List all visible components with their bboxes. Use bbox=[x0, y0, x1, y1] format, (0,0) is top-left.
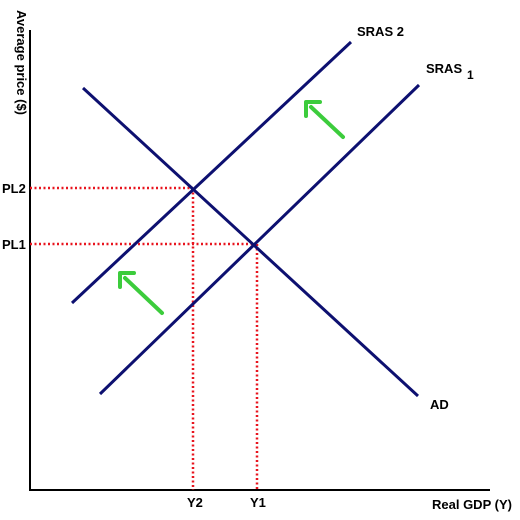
pl1-label: PL1 bbox=[2, 237, 26, 252]
sras2-label: SRAS 2 bbox=[357, 24, 404, 39]
pl2-label: PL2 bbox=[2, 181, 26, 196]
sras1-subscript: 1 bbox=[467, 68, 474, 82]
sras2-curve bbox=[70, 40, 353, 305]
y1-label: Y1 bbox=[250, 495, 266, 510]
ad-label: AD bbox=[430, 397, 449, 412]
ad-curve bbox=[81, 86, 420, 398]
shift-arrow-upper bbox=[304, 100, 345, 139]
y2-label: Y2 bbox=[187, 495, 203, 510]
x-axis-title: Real GDP (Y) bbox=[432, 497, 512, 512]
sras1-label: SRAS bbox=[426, 61, 462, 76]
y-axis-title: Average price ($) bbox=[14, 10, 29, 115]
shift-arrow-lower bbox=[118, 271, 164, 315]
sras1-curve bbox=[98, 83, 421, 396]
